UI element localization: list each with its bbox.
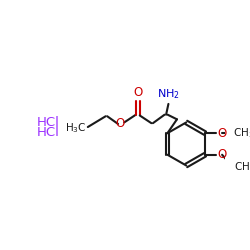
Text: O: O (116, 118, 125, 130)
Text: $\mathregular{NH_2}$: $\mathregular{NH_2}$ (157, 87, 180, 101)
Text: HCl: HCl (37, 116, 60, 129)
Text: $\mathregular{CH_3}$: $\mathregular{CH_3}$ (233, 126, 250, 140)
Text: $\mathregular{H_3C}$: $\mathregular{H_3C}$ (66, 121, 87, 135)
Text: O: O (218, 127, 227, 140)
Text: O: O (134, 86, 143, 99)
Text: O: O (218, 148, 227, 161)
Text: $\mathregular{CH_2}$: $\mathregular{CH_2}$ (234, 160, 250, 174)
Text: HCl: HCl (37, 126, 60, 139)
